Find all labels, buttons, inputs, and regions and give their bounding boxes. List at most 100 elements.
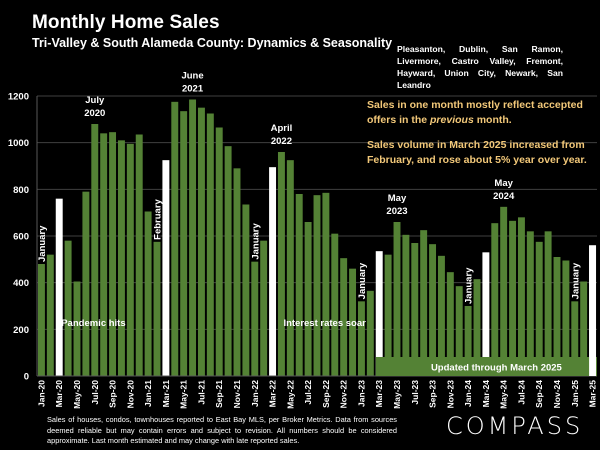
- x-tick-label: Jan-21: [143, 380, 153, 407]
- x-tick-label: Jan-25: [570, 380, 580, 407]
- bar-dec-20: [135, 134, 143, 376]
- y-tick-label: 0: [24, 372, 29, 383]
- y-axis: 0 200 400 600 800 1000 1200: [8, 92, 38, 383]
- peak-label: May: [494, 178, 513, 189]
- bar-feb-24: [473, 279, 481, 376]
- x-tick-label: Mar-21: [161, 380, 171, 408]
- bar-apr-24: [491, 223, 499, 376]
- y-tick-label: 1000: [8, 138, 29, 149]
- month-label: January: [37, 225, 48, 262]
- bar-mar-20: [55, 198, 63, 376]
- bar-jul-23: [411, 243, 419, 376]
- bar-jan-25: [571, 301, 579, 376]
- bar-may-24: [500, 206, 508, 376]
- bar-nov-23: [446, 272, 454, 376]
- bar-dec-22: [349, 268, 357, 376]
- peak-label: June: [181, 71, 203, 82]
- peak-label: April: [271, 123, 293, 134]
- updated-banner-text: Updated through March 2025: [431, 363, 563, 374]
- peak-label: 2023: [386, 206, 407, 217]
- x-tick-label: Jul-22: [303, 380, 313, 405]
- x-tick-label: Mar-25: [588, 380, 598, 408]
- bar-mar-24: [482, 252, 490, 376]
- event-label: Pandemic hits: [61, 318, 125, 329]
- footer-disclaimer: Sales of houses, condos, townhouses repo…: [47, 415, 397, 445]
- bar-aug-24: [526, 231, 534, 376]
- bar-oct-20: [117, 140, 125, 376]
- x-tick-label: Sep-20: [108, 380, 118, 408]
- bar-feb-23: [366, 290, 374, 376]
- x-tick-label: Jul-23: [410, 380, 420, 405]
- bar-jun-21: [189, 99, 197, 376]
- peak-label: July: [85, 95, 105, 106]
- event-label: Interest rates soar: [283, 318, 366, 329]
- x-tick-label: Jan-24: [463, 380, 473, 407]
- month-label: January: [357, 262, 368, 299]
- bar-jun-24: [509, 220, 517, 376]
- bar-jan-23: [357, 301, 365, 376]
- bar-dec-23: [455, 286, 463, 376]
- x-tick-label: Nov-21: [232, 380, 242, 409]
- bar-apr-21: [171, 101, 179, 376]
- bar-nov-24: [553, 257, 561, 376]
- bar-may-22: [286, 160, 294, 376]
- bar-sep-22: [322, 192, 330, 376]
- x-tick-label: May-22: [285, 380, 295, 409]
- x-tick-label: Jan-22: [250, 380, 260, 407]
- bar-jan-24: [464, 306, 472, 376]
- x-tick-label: Nov-23: [445, 380, 455, 409]
- bar-oct-24: [544, 231, 552, 376]
- annotations: July 2020 June 2021 April 2022 May 2023 May 2024 J…: [37, 71, 581, 330]
- y-tick-label: 200: [13, 325, 29, 336]
- bar-jun-22: [295, 194, 303, 376]
- cities-list: Pleasanton, Dublin, San Ramon, Livermore…: [397, 44, 563, 90]
- peak-label: 2020: [84, 108, 105, 119]
- x-tick-label: Mar-20: [54, 380, 64, 408]
- bar-feb-25: [580, 281, 588, 376]
- x-tick-label: Mar-23: [374, 380, 384, 408]
- bar-oct-22: [331, 233, 339, 376]
- x-tick-label: May-23: [392, 380, 402, 409]
- bar-oct-23: [437, 255, 445, 376]
- x-tick-label: Sep-21: [214, 380, 224, 408]
- bar-mar-21: [162, 160, 170, 376]
- bar-apr-22: [277, 152, 285, 376]
- compass-logo: COMPASS: [446, 412, 584, 440]
- bar-feb-22: [260, 240, 268, 376]
- bar-aug-21: [206, 113, 214, 376]
- bar-feb-20: [46, 254, 54, 376]
- bar-nov-22: [340, 258, 348, 376]
- bar-jul-24: [517, 217, 525, 376]
- bar-jul-22: [304, 222, 312, 376]
- x-tick-label: Mar-24: [481, 380, 491, 408]
- chart-note: Sales in one month mostly reflect accept…: [367, 98, 597, 178]
- bar-may-20: [73, 281, 81, 376]
- bar-jan-22: [251, 261, 259, 376]
- chart-title: Monthly Home Sales: [32, 12, 220, 33]
- updated-banner: Updated through March 2025: [375, 245, 597, 376]
- bar-sep-23: [429, 244, 437, 376]
- bar-mar-23: [375, 251, 383, 376]
- x-axis: Jan-20 Mar-20 May-20 Jul-20 Sep-20 Nov-20 Jan-…: [36, 375, 598, 409]
- x-tick-label: Nov-22: [339, 380, 349, 409]
- y-tick-label: 800: [13, 185, 29, 196]
- chart-subtitle: Tri-Valley & South Alameda County: Dynam…: [32, 36, 393, 50]
- x-tick-label: May-24: [499, 380, 509, 409]
- bar-jul-20: [91, 124, 99, 376]
- bar-mar-22: [269, 167, 277, 376]
- x-tick-label: Sep-23: [428, 380, 438, 408]
- peak-label: 2022: [271, 136, 292, 147]
- x-tick-label: Sep-24: [534, 380, 544, 408]
- bar-feb-21: [153, 241, 161, 376]
- peak-label: 2024: [493, 191, 515, 202]
- month-label: January: [250, 223, 261, 260]
- x-tick-label: Nov-20: [125, 380, 135, 409]
- x-tick-label: Nov-24: [552, 380, 562, 409]
- bar-jan-21: [144, 211, 152, 376]
- bar-apr-20: [64, 240, 72, 376]
- bar-aug-22: [313, 195, 321, 376]
- bar-jun-20: [82, 191, 90, 376]
- x-tick-label: May-21: [179, 380, 189, 409]
- bar-jun-23: [402, 234, 410, 376]
